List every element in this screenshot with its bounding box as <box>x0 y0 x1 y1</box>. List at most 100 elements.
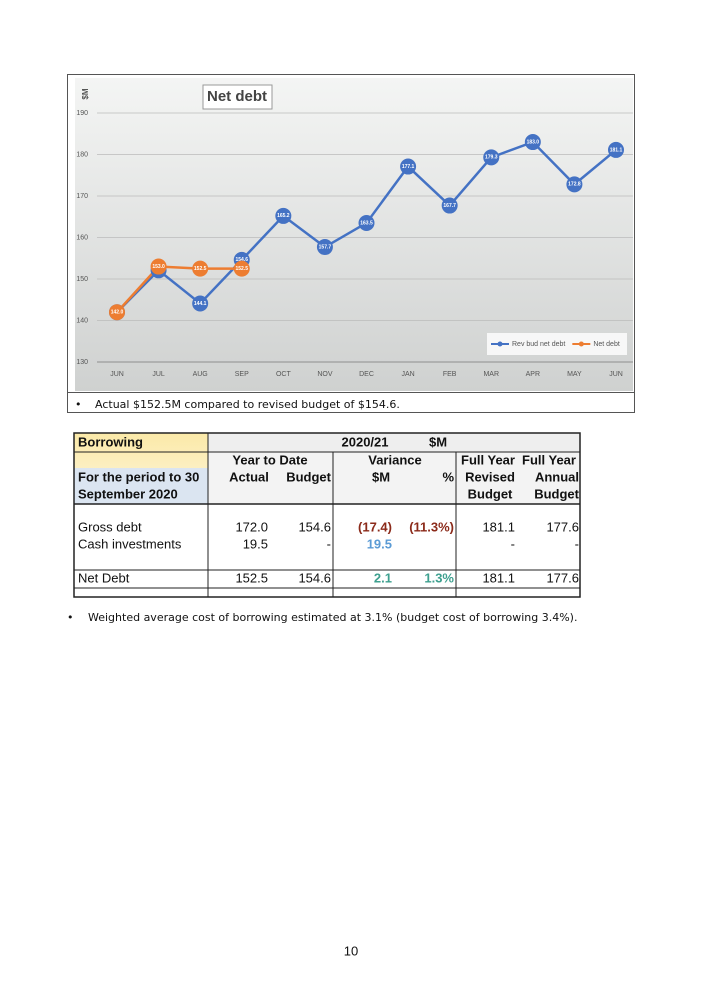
cell: 177.6 <box>546 570 579 585</box>
data-label: 177.1 <box>402 164 415 170</box>
x-tick-label: JAN <box>401 371 414 378</box>
cell: 172.0 <box>235 519 268 534</box>
period-cell <box>74 468 208 504</box>
data-point <box>358 214 375 231</box>
column-header: $M <box>372 469 390 484</box>
data-point <box>233 260 250 277</box>
cell: 19.5 <box>243 536 268 551</box>
data-point <box>400 158 417 175</box>
period: 2020/21 <box>342 434 389 449</box>
data-label: 163.5 <box>360 220 373 226</box>
cell: - <box>511 536 515 551</box>
unit: $M <box>429 434 447 449</box>
x-tick-label: DEC <box>359 371 374 378</box>
y-tick-label: 170 <box>76 193 88 200</box>
column-header: Revised <box>465 469 515 484</box>
data-label: 144.1 <box>194 301 207 307</box>
period-label: September 2020 <box>78 486 178 501</box>
chart-note: Actual $152.5M compared to revised budge… <box>95 398 400 411</box>
header-cell <box>208 452 580 504</box>
column-header: Budget <box>286 469 331 484</box>
data-point <box>192 295 209 312</box>
y-tick-label: 180 <box>76 151 88 158</box>
data-label: 157.7 <box>319 244 332 250</box>
legend-label: Rev bud net debt <box>512 341 565 348</box>
chart-title: Net debt <box>207 88 267 105</box>
legend-box <box>487 333 627 355</box>
table-border <box>73 432 581 598</box>
cell: 152.5 <box>235 570 268 585</box>
cell: 154.6 <box>298 519 331 534</box>
row-label: Gross debt <box>78 519 142 534</box>
cell: - <box>327 536 331 551</box>
cell: 2.1 <box>374 570 392 585</box>
x-tick-label: NOV <box>317 371 333 378</box>
data-label: 183.0 <box>527 139 540 145</box>
data-label: 167.7 <box>443 203 456 209</box>
column-header: Actual <box>229 469 269 484</box>
data-label: 153.0 <box>152 264 165 270</box>
x-tick-label: MAR <box>483 371 499 378</box>
x-tick-label: JUN <box>110 371 124 378</box>
x-tick-label: OCT <box>276 371 292 378</box>
legend-label: Net debt <box>593 341 620 348</box>
data-point <box>441 197 458 214</box>
bullet: • <box>75 398 82 411</box>
data-point <box>483 149 500 166</box>
cell: 19.5 <box>367 536 392 551</box>
data-label: 181.1 <box>610 147 623 153</box>
legend-swatch <box>578 341 584 347</box>
group-header: Variance <box>368 452 422 467</box>
data-label: 152.5 <box>194 266 207 272</box>
bullet: • <box>67 611 74 624</box>
header-cell <box>208 433 580 452</box>
row-label: Cash investments <box>78 536 182 551</box>
row-label: Net Debt <box>78 570 130 585</box>
x-tick-label: APR <box>526 371 540 378</box>
y-tick-label: 190 <box>76 110 88 117</box>
data-label: 165.2 <box>277 213 290 219</box>
cell: (17.4) <box>358 519 392 534</box>
data-label: 179.3 <box>485 155 498 161</box>
column-header: Annual <box>535 469 579 484</box>
title-box <box>202 84 273 110</box>
cell: 177.6 <box>546 519 579 534</box>
group-header: Year to Date <box>232 452 307 467</box>
y-tick-label: 150 <box>76 276 88 283</box>
cell: 1.3% <box>424 570 454 585</box>
column-header: % <box>442 469 454 484</box>
x-tick-label: SEP <box>235 371 249 378</box>
y-tick-label: 160 <box>76 234 88 241</box>
data-label: 142.0 <box>111 310 124 316</box>
cell: 154.6 <box>298 570 331 585</box>
cell: 181.1 <box>482 519 515 534</box>
data-point <box>566 176 583 193</box>
group-header: Full Year <box>522 452 576 467</box>
data-point <box>150 258 167 275</box>
cell: (11.3%) <box>409 519 454 534</box>
x-tick-label: MAY <box>567 371 582 378</box>
x-tick-label: JUL <box>152 371 165 378</box>
x-tick-label: JUN <box>609 371 623 378</box>
legend-swatch <box>497 341 503 347</box>
table-title: Borrowing <box>78 434 143 449</box>
data-point <box>109 304 125 321</box>
series-line <box>116 265 242 314</box>
chart: 130 140 150 160 170 180 190 JUN JUL AUG SEP OCT NOV D… <box>76 110 633 378</box>
cell: - <box>575 536 579 551</box>
period-label: For the period to 30 <box>78 469 199 484</box>
cell: 181.1 <box>482 570 515 585</box>
group-header: Full Year <box>461 452 515 467</box>
data-point <box>275 207 292 224</box>
chart-frame <box>67 74 635 413</box>
data-label: 154.6 <box>235 257 248 263</box>
note: Weighted average cost of borrowing estim… <box>88 611 577 624</box>
data-point <box>192 260 209 277</box>
page-number: 10 <box>344 943 358 958</box>
data-label: 172.8 <box>568 182 581 188</box>
data-point <box>524 134 541 151</box>
y-tick-label: 130 <box>76 359 88 366</box>
y-tick-label: 140 <box>76 317 88 324</box>
table: Borrowing 2020/21 $M For the period to 3… <box>73 432 581 598</box>
